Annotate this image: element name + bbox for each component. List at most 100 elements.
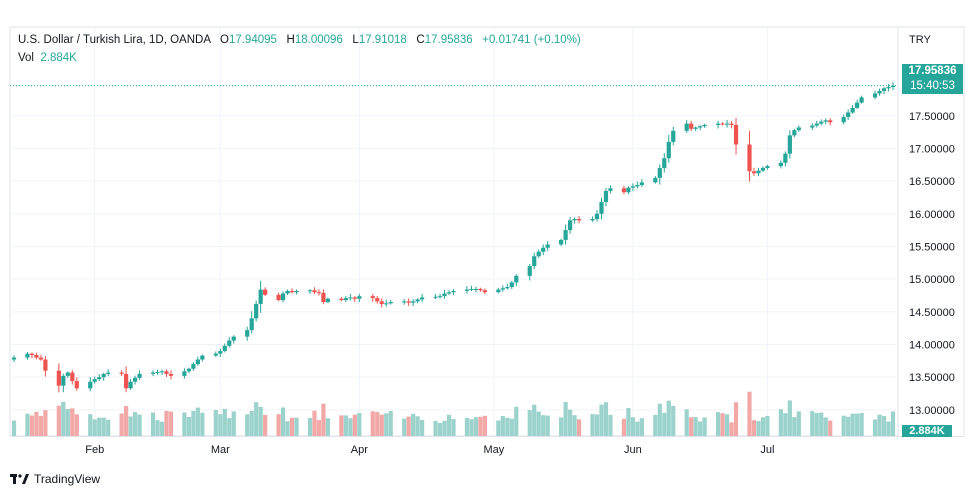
volume-bar <box>729 422 734 436</box>
candle-body <box>760 168 766 171</box>
volume-bar <box>496 420 501 436</box>
volume-bar <box>626 408 631 436</box>
volume-bar <box>473 417 479 436</box>
volume-bar <box>285 421 290 436</box>
currency-label: TRY <box>909 34 931 46</box>
x-tick-label: Mar <box>211 444 230 456</box>
tradingview-brand[interactable]: TradingView <box>10 472 100 486</box>
candle-body <box>532 256 537 267</box>
volume-bar <box>191 410 196 436</box>
volume-bar <box>289 417 295 436</box>
volume-bar <box>263 415 268 436</box>
y-tick-label: 16.00000 <box>909 209 955 221</box>
x-tick-label: Jul <box>760 444 774 456</box>
volume-bar <box>420 420 425 436</box>
candle-body <box>442 293 447 297</box>
volume-bar <box>433 420 438 436</box>
candle-body <box>402 301 407 303</box>
volume-bar <box>339 415 344 436</box>
volume-bar <box>715 412 721 436</box>
volume-bar <box>370 411 375 436</box>
candle-body <box>200 355 205 360</box>
volume-bar <box>639 418 644 436</box>
candle-body <box>819 121 824 124</box>
candle-body <box>500 288 505 290</box>
candle-body <box>810 125 815 128</box>
candle-body <box>74 381 79 389</box>
candle-body <box>411 301 416 303</box>
volume-bar <box>796 411 801 436</box>
candle-body <box>285 290 290 294</box>
candle-body <box>545 244 550 248</box>
y-tick-label: 17.00000 <box>909 143 955 155</box>
candle-body <box>559 239 564 245</box>
candle-body <box>841 117 846 123</box>
volume-bar <box>559 417 564 436</box>
candle-body <box>778 162 783 167</box>
candle-body <box>132 377 138 382</box>
candle-body <box>872 93 878 98</box>
volume-bar <box>231 411 236 436</box>
candle-body <box>594 213 600 220</box>
candle-body <box>635 185 640 187</box>
volume-bar <box>218 414 223 436</box>
candle-body <box>70 372 75 382</box>
y-tick-label: 14.00000 <box>909 340 955 352</box>
volume-bar <box>186 416 192 436</box>
candle-body <box>796 127 801 131</box>
volume-bar <box>159 421 165 436</box>
candle-body <box>276 294 281 301</box>
candle-body <box>881 88 887 91</box>
candle-body <box>245 330 250 337</box>
candle-body <box>316 292 322 294</box>
volume-bar <box>442 420 447 436</box>
volume-bar <box>29 415 35 436</box>
candle-body <box>630 186 635 188</box>
volume-bar <box>92 419 97 436</box>
candle-body <box>850 107 855 113</box>
volume-bar <box>859 412 864 436</box>
candle-body <box>572 219 577 221</box>
volume-bar <box>294 417 299 436</box>
candle-body <box>415 299 420 302</box>
candle-body <box>473 288 479 290</box>
volume-bar <box>101 417 106 436</box>
y-tick-label: 13.50000 <box>909 372 955 384</box>
candle-body <box>379 301 384 304</box>
candle-body <box>765 166 770 169</box>
symbol-label: U.S. Dollar / Turkish Lira, 1D, OANDA <box>18 34 211 46</box>
candle-body <box>61 375 66 386</box>
candle-body <box>124 373 129 389</box>
volume-label: Vol <box>18 52 34 64</box>
candle-body <box>599 202 604 214</box>
volume-bar <box>316 420 322 436</box>
candle-body <box>357 296 362 299</box>
volume-bar <box>74 414 79 436</box>
volume-bar <box>222 408 227 436</box>
volume-bar <box>254 402 259 436</box>
volume-bar <box>56 405 61 436</box>
candle-body <box>814 123 819 126</box>
volume-bar <box>689 417 694 436</box>
volume-bar <box>249 410 254 436</box>
volume-bar <box>437 423 443 436</box>
candle-body <box>496 289 501 293</box>
y-tick-label: 13.00000 <box>909 405 955 417</box>
volume-bar <box>576 419 582 436</box>
candle-body <box>886 86 891 89</box>
volume-bar <box>783 413 788 436</box>
volume-bar <box>702 417 707 436</box>
candle-body <box>715 123 721 125</box>
candle-body <box>280 293 286 301</box>
candle-body <box>307 290 313 292</box>
candle-body <box>514 275 519 283</box>
candle-body <box>352 297 357 299</box>
y-tick-label: 17.50000 <box>909 111 955 123</box>
volume-bar <box>200 412 205 436</box>
volume-bar <box>469 419 474 436</box>
candle-body <box>119 372 124 374</box>
candle-body <box>254 303 259 319</box>
volume-bar <box>886 421 891 436</box>
